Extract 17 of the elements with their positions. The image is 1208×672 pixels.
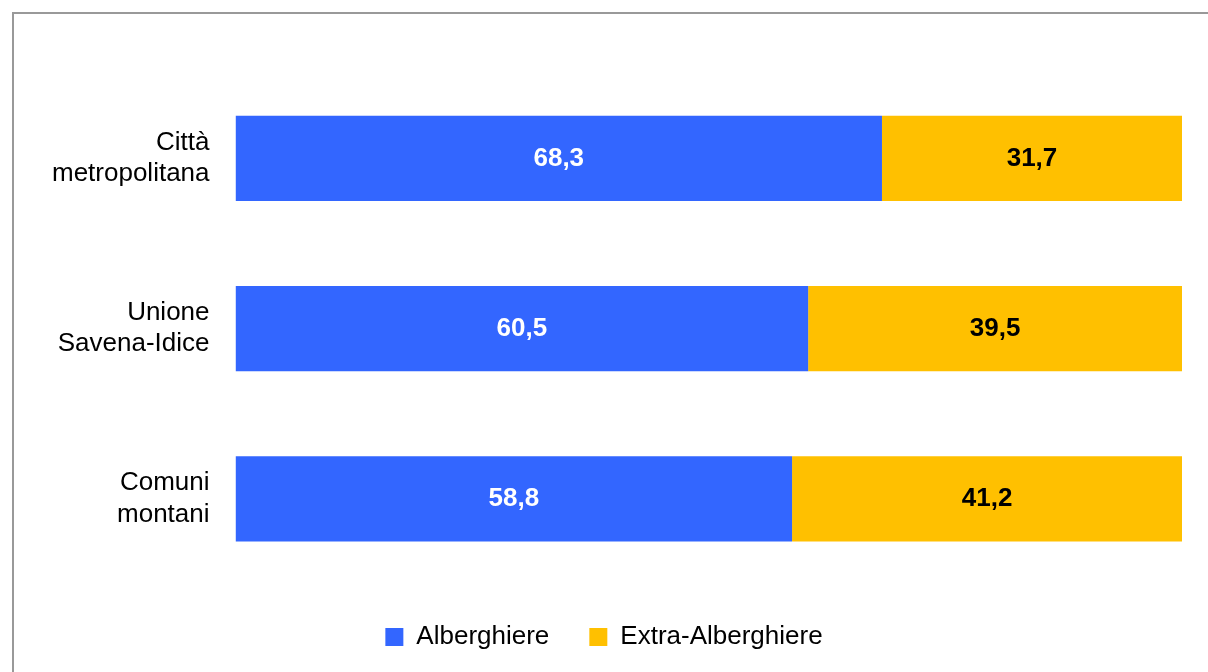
- bar: [881, 115, 1182, 201]
- data-label: 41,2: [961, 482, 1013, 513]
- data-label: 60,5: [496, 311, 548, 342]
- y-tick-label: Unione Savena-Idice: [57, 296, 210, 358]
- bar: [792, 456, 1182, 542]
- legend-label: Extra-Alberghiere: [620, 620, 823, 651]
- bar: [808, 286, 1182, 372]
- data-label: 31,7: [1006, 141, 1058, 172]
- bar: [235, 456, 793, 542]
- legend-label: Alberghiere: [416, 620, 550, 651]
- bar: [235, 115, 882, 201]
- y-tick-label: Comuni montani: [117, 466, 210, 528]
- data-label: 39,5: [969, 311, 1021, 342]
- data-label: 58,8: [488, 482, 540, 513]
- bar: [235, 286, 809, 372]
- data-label: 68,3: [533, 141, 585, 172]
- y-tick-label: Città metropolitana: [51, 125, 211, 188]
